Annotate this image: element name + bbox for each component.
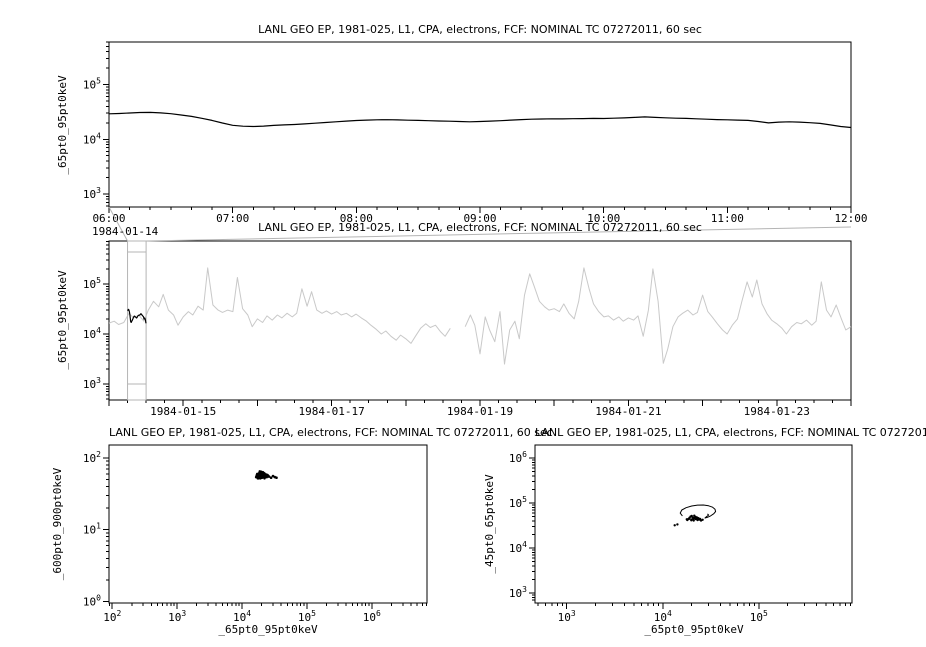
data-point: [692, 517, 695, 520]
data-point: [673, 524, 676, 527]
tick-label: 105: [83, 77, 101, 92]
plot-title-scatter-600-900: LANL GEO EP, 1981-025, L1, CPA, electron…: [109, 426, 553, 439]
tick-label: 105: [298, 609, 316, 624]
tick-label: 103: [558, 609, 576, 624]
tick-label: 1984-01-19: [447, 405, 513, 418]
y-axis-label-context: _65pt0_95pt0keV: [56, 270, 69, 370]
tick-label: 100: [83, 594, 101, 609]
tick-label: 1984-01-17: [298, 405, 364, 418]
plot-title-scatter-45-65: LANL GEO EP, 1981-025, L1, CPA, electron…: [535, 426, 926, 439]
tick-label: 102: [103, 609, 121, 624]
connector-right: [146, 226, 852, 242]
tick-label: 105: [750, 609, 768, 624]
data-point: [688, 516, 691, 519]
tick-label: 103: [168, 609, 186, 624]
plot-frame[interactable]: [108, 41, 852, 208]
tick-label: 11:00: [711, 212, 744, 225]
zoom-connector-lines: [108, 206, 852, 242]
tick-label: 101: [83, 522, 101, 537]
tick-label: 12:00: [834, 212, 867, 225]
plot-frame[interactable]: [108, 444, 428, 604]
tick-label: 104: [83, 131, 101, 146]
plot-title-context: LANL GEO EP, 1981-025, L1, CPA, electron…: [258, 221, 702, 234]
y-axis-label-zoom: _65pt0_95pt0keV: [56, 75, 69, 175]
data-point: [263, 477, 266, 480]
data-point: [690, 519, 693, 522]
tick-label: 104: [83, 326, 101, 341]
data-series: [108, 111, 852, 129]
tick-label: 10:00: [587, 212, 620, 225]
tick-label: 106: [509, 450, 527, 465]
tick-label: 09:00: [463, 212, 496, 225]
data-point: [266, 473, 269, 477]
plot-zoom[interactable]: 06:00 07:00 08:00 09:00 10:00 11:00 12:0010310…: [83, 41, 868, 225]
plot-frame[interactable]: [108, 240, 852, 401]
y-axis-label-scatter-600-900: _600pt0_900pt0keV: [51, 467, 64, 581]
tick-label: 1984-01-21: [595, 405, 661, 418]
data-point: [269, 476, 273, 480]
x-axis-label-scatter-600-900: _65pt0_95pt0keV: [218, 623, 318, 636]
data-point: [255, 473, 259, 477]
plot-scatter-45-65[interactable]: 103 104 105 103 104 105 106: [509, 444, 853, 624]
data-series: [127, 308, 147, 324]
plot-scatter-600-900[interactable]: 102 103 104 105 106 100 101 102: [83, 444, 428, 624]
tick-label: 103: [83, 186, 101, 201]
data-point: [693, 514, 696, 517]
y-axis-label-scatter-45-65: _45pt0_65pt0keV: [483, 474, 496, 574]
tick-label: 104: [233, 609, 251, 624]
data-series: [108, 267, 852, 365]
tick-label: 102: [83, 450, 101, 465]
tick-label: 103: [509, 585, 527, 600]
tick-label: 08:00: [340, 212, 373, 225]
tick-label: 104: [509, 540, 527, 555]
tick-label: 1984-01-15: [150, 405, 216, 418]
data-point: [258, 472, 261, 475]
tick-label: 07:00: [216, 212, 249, 225]
data-point: [254, 475, 258, 479]
data-point: [262, 472, 266, 476]
plot-context[interactable]: 1984-01-15 1984-01-17 1984-01-19 1984-01-21…: [83, 240, 852, 418]
data-point: [695, 516, 699, 519]
plot-title-zoom: LANL GEO EP, 1981-025, L1, CPA, electron…: [258, 23, 702, 36]
connector-left: [108, 206, 128, 242]
data-point: [692, 519, 695, 522]
tick-label: 104: [654, 609, 672, 624]
tick-label: 103: [83, 376, 101, 391]
x-axis-date-label: 1984-01-14: [92, 225, 159, 238]
tick-label: 106: [363, 609, 381, 624]
data-series: [679, 504, 717, 519]
plot-frame[interactable]: [534, 444, 853, 604]
data-point: [698, 517, 702, 521]
data-point: [701, 518, 704, 521]
data-point: [275, 476, 278, 480]
tick-label: 1984-01-23: [744, 405, 810, 418]
x-axis-label-scatter-45-65: _65pt0_95pt0keV: [644, 623, 744, 636]
data-point: [257, 477, 260, 480]
data-point: [267, 475, 271, 478]
data-point: [676, 523, 679, 526]
data-point: [261, 474, 264, 478]
tick-label: 105: [509, 495, 527, 510]
tick-label: 105: [83, 276, 101, 291]
data-point: [690, 514, 693, 518]
data-point: [685, 518, 688, 521]
